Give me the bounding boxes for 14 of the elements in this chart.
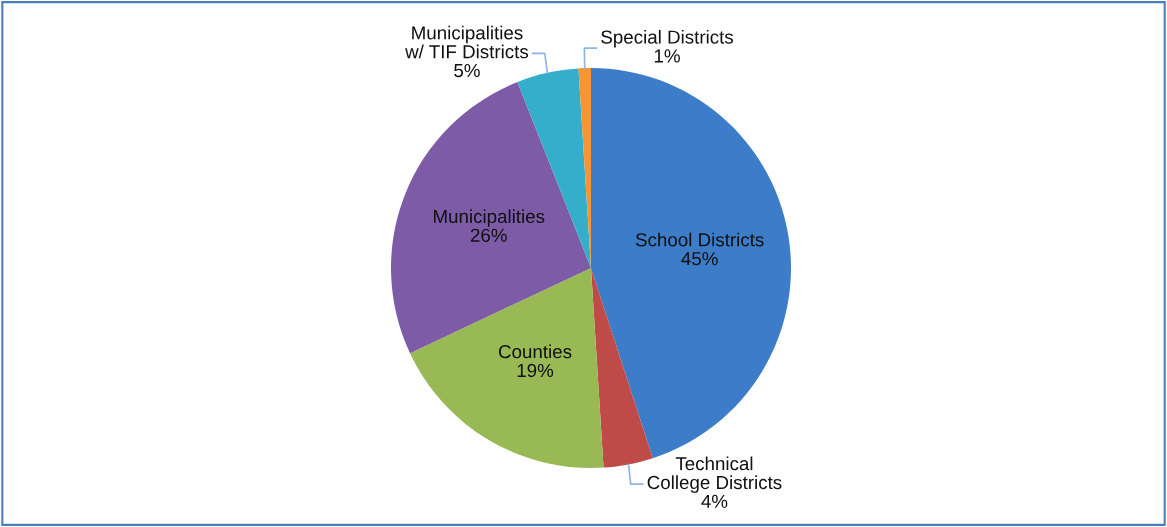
slice-label: Technical College Districts (647, 456, 782, 493)
slice-label: Counties (498, 344, 572, 359)
data-label: 26% (470, 228, 507, 242)
slice-label: Municipalities w/ TIF Districts (405, 25, 529, 59)
data-label: 5% (454, 63, 480, 78)
pie-slice (591, 268, 653, 468)
data-label: 19% (517, 363, 554, 378)
data-label: 1% (654, 49, 680, 63)
slice-label: School Districts (635, 232, 764, 247)
slice-label: Special Districts (601, 29, 734, 48)
slice-label: Municipalities (433, 209, 545, 227)
data-label: 45% (681, 252, 718, 266)
pie-slice (410, 268, 604, 468)
data-label: 4% (701, 494, 728, 508)
